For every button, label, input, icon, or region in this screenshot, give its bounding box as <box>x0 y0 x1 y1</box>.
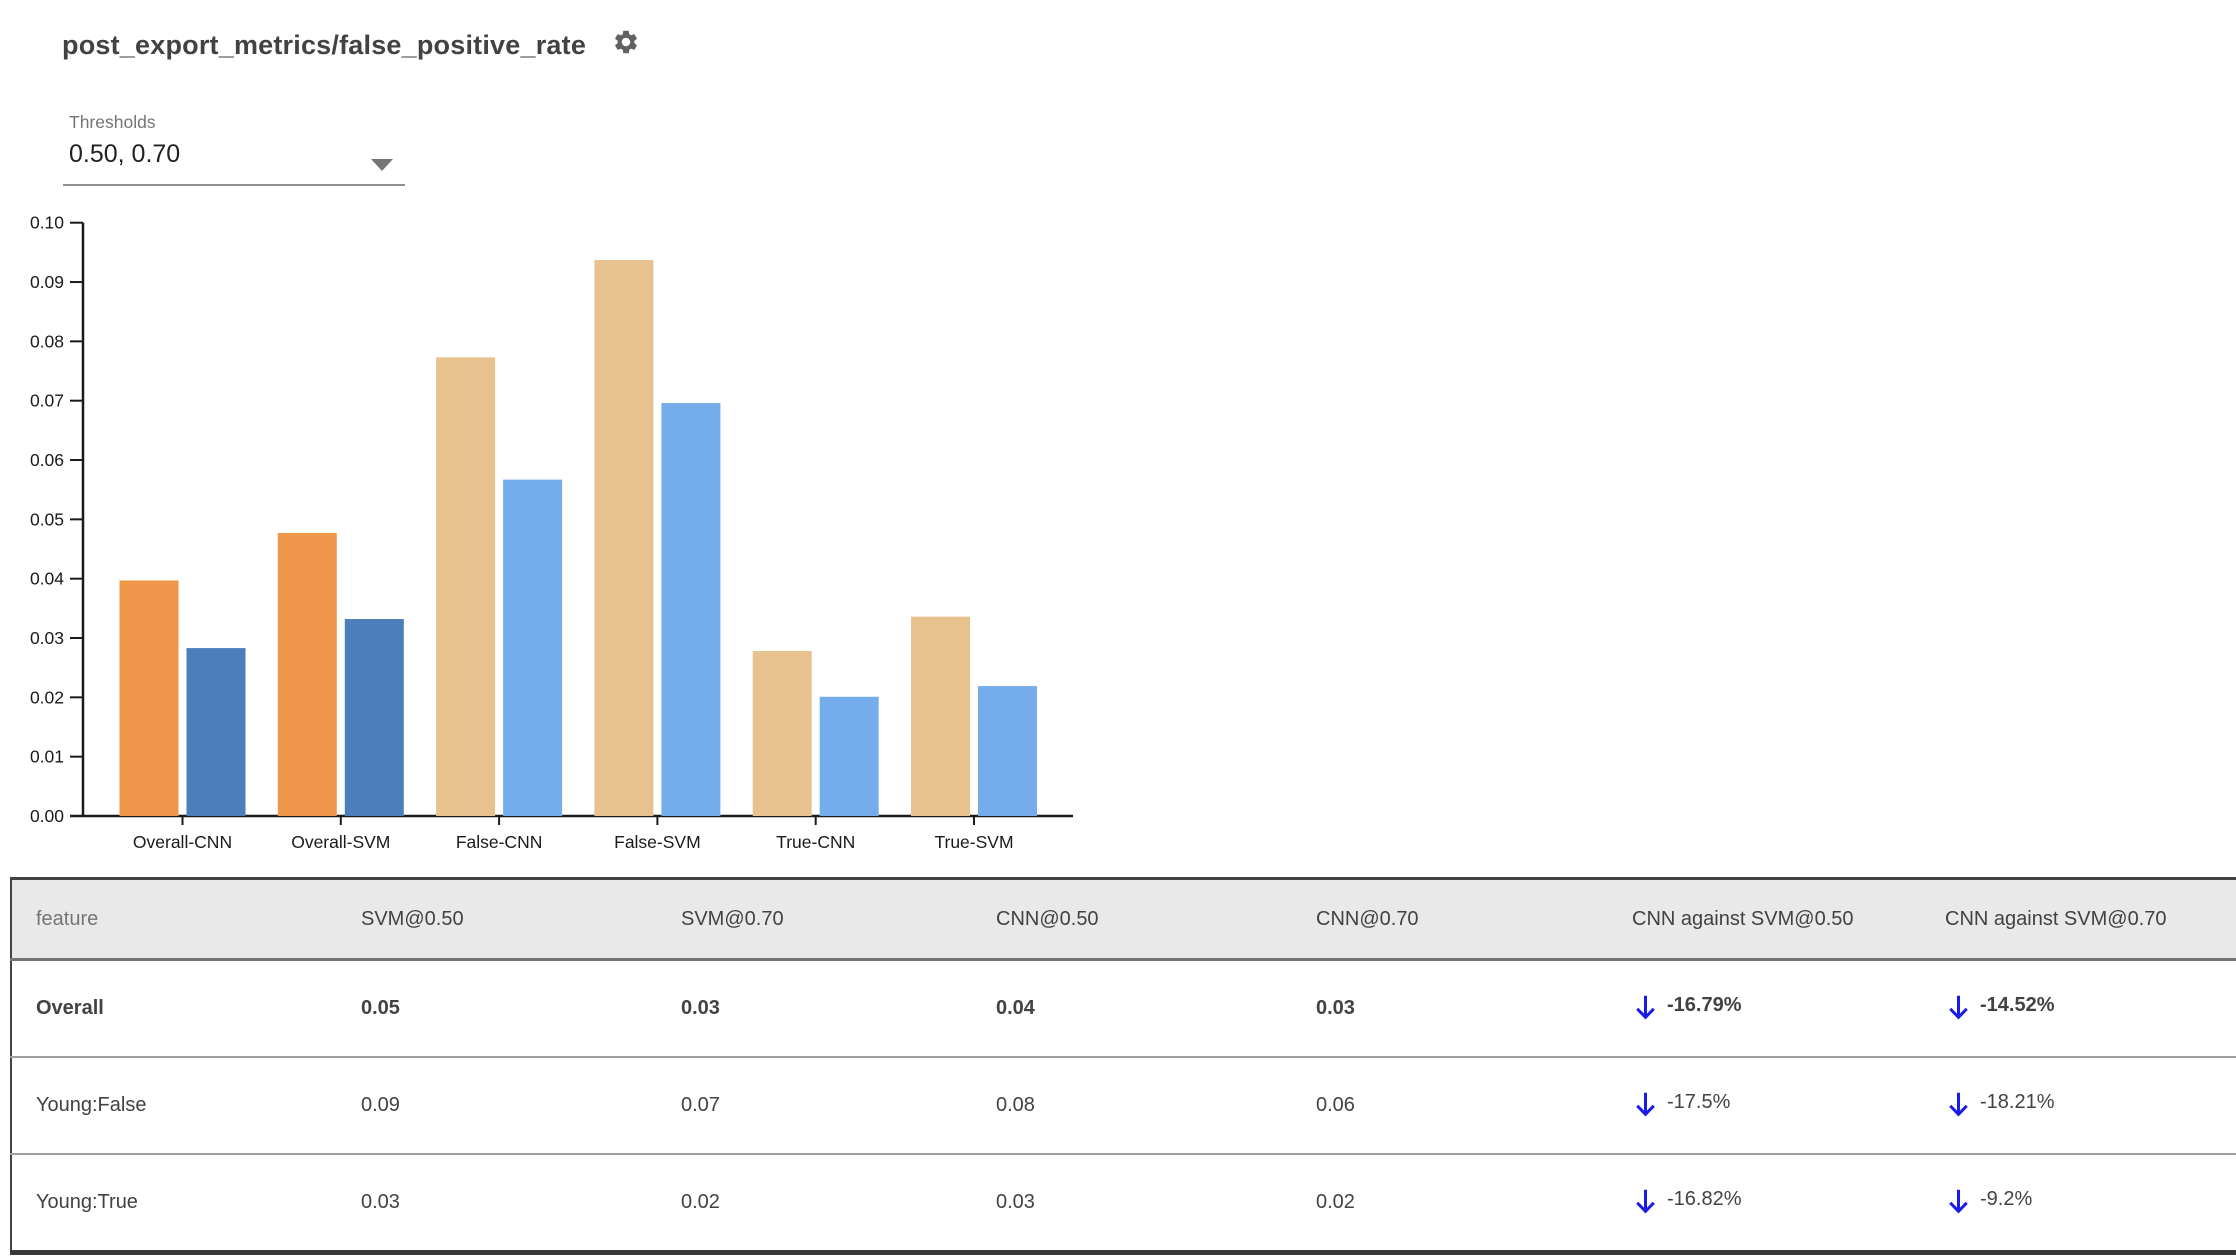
y-tick-label: 0.01 <box>30 747 64 767</box>
y-tick-label: 0.03 <box>30 628 64 648</box>
metric-value-cell: 0.02 <box>1316 1191 1355 1213</box>
x-tick-label: Overall-SVM <box>291 832 390 852</box>
y-tick-label: 0.06 <box>30 450 64 470</box>
metric-value-cell: 0.03 <box>671 959 986 1058</box>
page-title: post_export_metrics/false_positive_rate <box>62 30 587 60</box>
bar-Overall-SVM-threshold-0.50 <box>277 532 337 816</box>
x-tick-label: False-SVM <box>614 832 701 852</box>
x-tick-label: False-CNN <box>456 832 543 852</box>
y-tick-label: 0.04 <box>30 569 64 589</box>
metric-value-cell: 0.06 <box>1306 1057 1622 1155</box>
metric-value-cell: 0.05 <box>351 959 671 1058</box>
false-positive-rate-bar-chart: 0.00 0.01 0.02 0.03 0.04 0.05 0.06 0.07 0.08 0.09… <box>30 213 1073 852</box>
y-tick-label: 0.05 <box>30 509 64 529</box>
thresholds-dropdown[interactable]: Thresholds 0.50, 0.70 <box>63 112 405 186</box>
delta-value: -9.2% <box>1945 1183 2032 1216</box>
bar-False-CNN-threshold-0.50 <box>436 357 496 816</box>
arrow-down-icon <box>1636 995 1655 1020</box>
delta-cell: -9.2% <box>1935 1154 2236 1253</box>
thresholds-value: 0.50, 0.70 <box>69 140 181 168</box>
x-tick-label: True-CNN <box>776 832 855 852</box>
metric-value-cell: 0.07 <box>671 1057 986 1155</box>
y-tick-label: 0.09 <box>30 272 64 292</box>
delta-cell: -16.82% <box>1622 1154 1935 1253</box>
bar-True-SVM-threshold-0.70 <box>978 686 1037 816</box>
delta-value: -17.5% <box>1632 1086 1730 1119</box>
delta-value: -18.21% <box>1945 1086 2055 1119</box>
arrow-down-icon <box>1636 1092 1655 1117</box>
table-row: Overall 0.05 0.03 0.04 0.03 -16.79% -14.52% <box>11 959 2236 1058</box>
metric-value-cell: 0.03 <box>996 1191 1035 1213</box>
bar-True-CNN-threshold-0.70 <box>819 696 879 816</box>
delta-text: -14.52% <box>1980 994 2055 1016</box>
bar-False-SVM-threshold-0.50 <box>594 260 654 817</box>
x-tick-label: Overall-CNN <box>133 832 232 852</box>
thresholds-label: Thresholds <box>69 112 156 132</box>
bar-True-SVM-threshold-0.50 <box>911 616 970 816</box>
delta-cell: -14.52% <box>1935 959 2236 1058</box>
column-header-cnn-0.70: CNN@0.70 <box>1306 878 1622 961</box>
bar-Overall-SVM-threshold-0.70 <box>344 619 404 816</box>
y-tick-label: 0.10 <box>30 213 64 233</box>
feature-cell: Overall <box>11 959 351 1058</box>
delta-value: -16.82% <box>1632 1183 1742 1216</box>
bar-True-CNN-threshold-0.50 <box>752 651 812 816</box>
bar-False-CNN-threshold-0.70 <box>503 479 563 816</box>
delta-cell: -18.21% <box>1935 1057 2236 1155</box>
bar-Overall-CNN-threshold-0.50 <box>119 580 179 816</box>
delta-value: -14.52% <box>1945 989 2055 1022</box>
caret-down-icon <box>371 159 393 171</box>
delta-text: -16.82% <box>1667 1188 1742 1210</box>
column-header-svm-0.70: SVM@0.70 <box>671 878 986 961</box>
y-tick-label: 0.07 <box>30 391 64 411</box>
metric-value-cell: 0.03 <box>1306 959 1622 1058</box>
arrow-down-icon <box>1949 995 1968 1020</box>
delta-cell: -16.79% <box>1622 959 1935 1058</box>
y-tick-label: 0.08 <box>30 331 64 351</box>
metric-value-cell: 0.04 <box>986 959 1306 1058</box>
delta-text: -9.2% <box>1980 1188 2033 1210</box>
column-header-cnn-against-svm-0.50: CNN against SVM@0.50 <box>1622 878 1935 961</box>
metric-value-cell: 0.08 <box>986 1057 1306 1155</box>
settings-gear-icon[interactable] <box>612 28 640 56</box>
delta-value: -16.79% <box>1632 989 1742 1022</box>
metric-value-cell: 0.02 <box>681 1191 720 1213</box>
x-tick-label: True-SVM <box>934 832 1013 852</box>
feature-cell: Young:True <box>36 1191 138 1213</box>
delta-cell: -17.5% <box>1622 1057 1935 1155</box>
column-header-cnn-0.50: CNN@0.50 <box>986 878 1306 961</box>
delta-text: -17.5% <box>1667 1091 1731 1113</box>
table-header-row: feature SVM@0.50 SVM@0.70 CNN@0.50 CNN@0.70 C… <box>11 878 2236 961</box>
column-header-feature: feature <box>11 878 351 961</box>
bar-False-SVM-threshold-0.70 <box>661 403 721 816</box>
metrics-table: feature SVM@0.50 SVM@0.70 CNN@0.50 CNN@0.70 C… <box>10 877 2236 1255</box>
arrow-down-icon <box>1949 1189 1968 1214</box>
metric-value-cell: 0.03 <box>361 1191 400 1213</box>
feature-cell: Young:False <box>11 1057 351 1155</box>
delta-text: -18.21% <box>1980 1091 2055 1113</box>
column-header-svm-0.50: SVM@0.50 <box>351 878 671 961</box>
arrow-down-icon <box>1949 1092 1968 1117</box>
y-tick-label: 0.00 <box>30 806 64 826</box>
bar-Overall-CNN-threshold-0.70 <box>186 648 246 816</box>
y-tick-label: 0.02 <box>30 687 64 707</box>
metric-value-cell: 0.09 <box>351 1057 671 1155</box>
arrow-down-icon <box>1636 1189 1655 1214</box>
table-row: Young:True 0.03 0.02 0.03 0.02 -16.82% -9.2% <box>11 1154 2236 1253</box>
table-row: Young:False 0.09 0.07 0.08 0.06 -17.5% -18.21% <box>11 1057 2236 1155</box>
delta-text: -16.79% <box>1667 994 1742 1016</box>
column-header-cnn-against-svm-0.70: CNN against SVM@0.70 <box>1935 878 2236 961</box>
